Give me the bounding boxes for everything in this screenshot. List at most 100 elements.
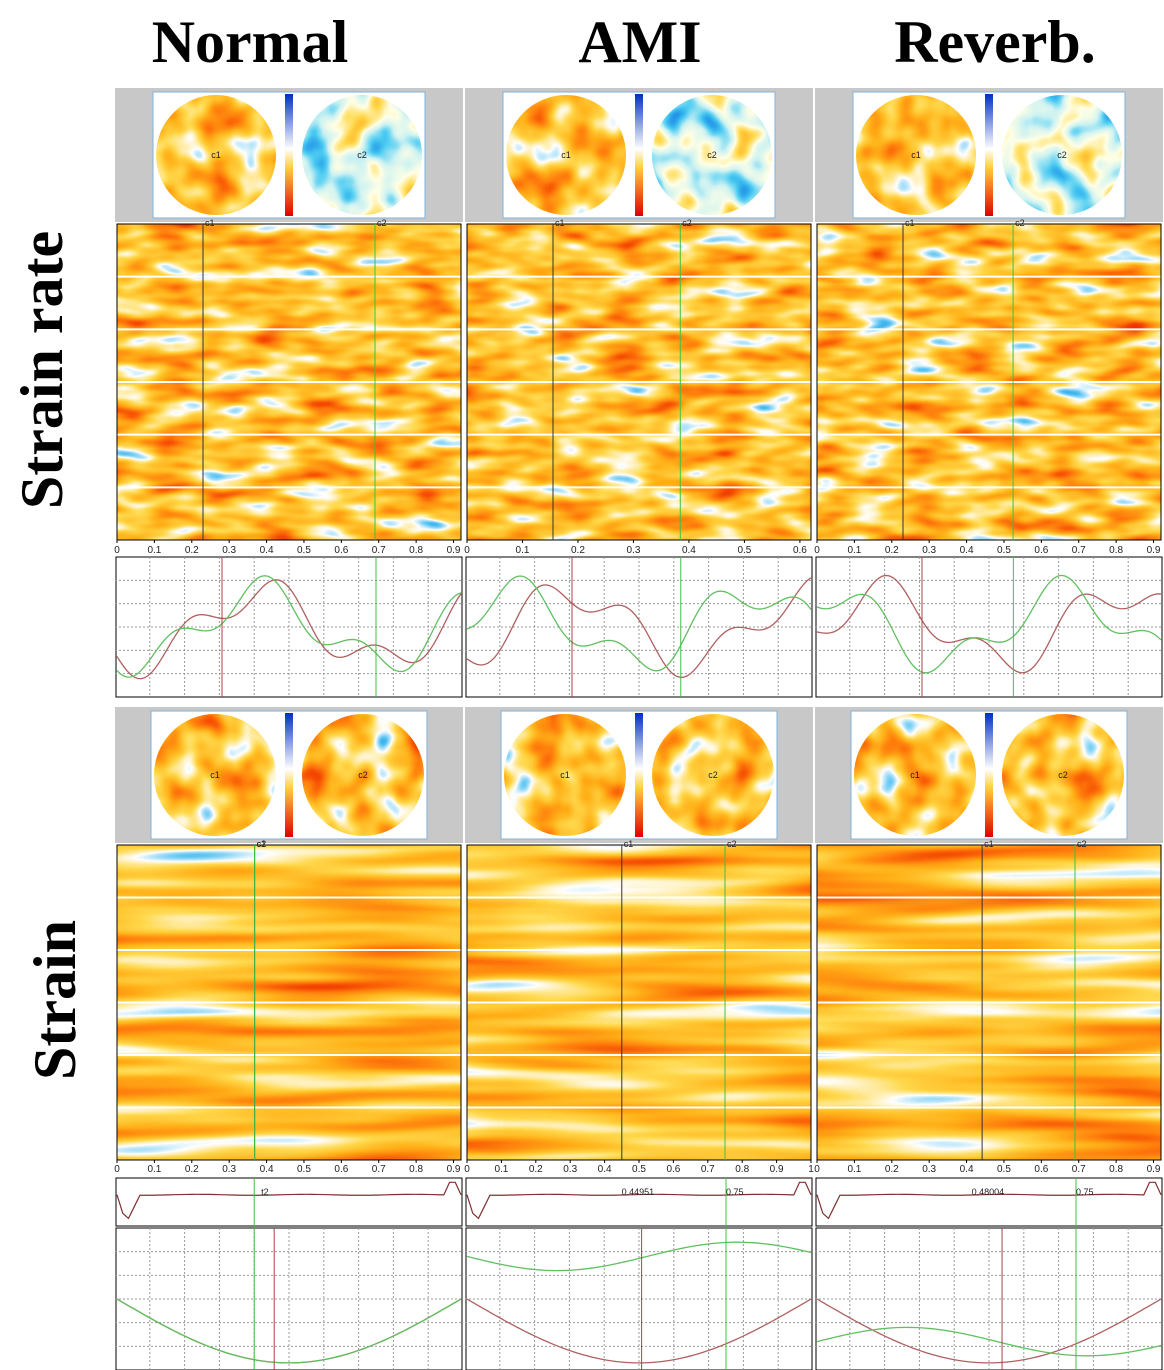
trace-line: [816, 1326, 1162, 1357]
x-tick-label: 0.3: [222, 545, 236, 556]
x-tick-label: 0.5: [737, 545, 751, 556]
x-tick-label: 0.3: [922, 545, 936, 556]
polar-map: [302, 714, 424, 836]
trace-line: [116, 1298, 462, 1364]
polar-map: [854, 714, 976, 836]
x-tick-label: 0.5: [297, 1164, 311, 1175]
mini-trace-frame: [115, 1177, 463, 1227]
x-tick-label: 0.4: [598, 1164, 612, 1175]
colorbar: [635, 713, 643, 837]
row-label: Strain: [22, 920, 88, 1080]
trace-line: [466, 577, 812, 679]
x-tick-label: 0.7: [1072, 545, 1086, 556]
polar-marker-label: c2: [1058, 770, 1068, 780]
heatmap-marker-label: c2: [682, 218, 692, 228]
polar-marker-label: c2: [358, 770, 368, 780]
colorbar: [285, 713, 293, 837]
x-tick-label: 0.8: [735, 1164, 749, 1175]
x-tick-label: 0.3: [222, 1164, 236, 1175]
x-tick-label: 0.1: [494, 1164, 508, 1175]
x-tick-label: 0.9: [447, 1164, 461, 1175]
heatmap-marker-label: c1: [555, 218, 565, 228]
x-tick-label: 0.7: [372, 545, 386, 556]
x-tick-label: 0.2: [185, 545, 199, 556]
x-tick-label: 0.9: [1147, 545, 1161, 556]
x-tick-label: 0.5: [297, 545, 311, 556]
x-tick-label: 0.9: [1147, 1164, 1161, 1175]
polar-marker-label: c1: [561, 150, 571, 160]
x-tick-label: 0.3: [563, 1164, 577, 1175]
x-tick-label: 0.6: [334, 1164, 348, 1175]
x-tick-label: 0.9: [447, 545, 461, 556]
heatmap-marker-label: c1: [624, 839, 634, 849]
trace-line: [816, 1298, 1162, 1364]
x-tick-label: 0: [464, 1164, 470, 1175]
colorbar: [635, 94, 643, 216]
x-tick-label: 0.8: [1109, 545, 1123, 556]
x-tick-label: 0.6: [334, 545, 348, 556]
heatmap-marker-label: c2: [257, 839, 267, 849]
x-tick-label: 0.2: [571, 545, 585, 556]
column-header: Normal: [152, 9, 349, 75]
mini-trace-frame: [465, 1177, 813, 1227]
x-tick-label: 0: [464, 545, 470, 556]
polar-marker-label: c2: [708, 770, 718, 780]
heatmap-marker-label: c2: [1015, 218, 1025, 228]
mini-trace: [816, 1181, 1162, 1220]
x-tick-label: 0.5: [997, 1164, 1011, 1175]
x-tick-label: 0.7: [701, 1164, 715, 1175]
row-label: Strain rate: [9, 231, 75, 509]
polar-map: [1002, 714, 1124, 836]
polar-marker-label: c2: [357, 150, 367, 160]
trace-line: [466, 1241, 812, 1272]
polar-map: [154, 714, 276, 836]
x-tick-label: 0: [114, 1164, 120, 1175]
x-tick-label: 0.2: [529, 1164, 543, 1175]
trace-line: [116, 579, 462, 680]
x-tick-label: 0.5: [632, 1164, 646, 1175]
trace-line: [466, 1298, 812, 1364]
x-tick-label: 0.4: [960, 1164, 974, 1175]
x-tick-label: 0.2: [185, 1164, 199, 1175]
heatmap-frame: [116, 223, 462, 541]
x-tick-label: 0: [114, 545, 120, 556]
x-tick-label: 0.3: [922, 1164, 936, 1175]
x-tick-label: 0.8: [409, 1164, 423, 1175]
polar-marker-label: c1: [211, 150, 221, 160]
polar-marker-label: c1: [910, 770, 920, 780]
x-tick-label: 0.4: [682, 545, 696, 556]
heatmap-frame: [116, 844, 462, 1161]
colorbar: [285, 94, 293, 216]
x-tick-label: 0.2: [885, 545, 899, 556]
column-header: AMI: [578, 9, 701, 75]
x-tick-label: 0: [814, 1164, 820, 1175]
polar-marker-label: c1: [210, 770, 220, 780]
polar-marker-label: c1: [911, 150, 921, 160]
x-tick-label: 0.8: [409, 545, 423, 556]
x-tick-label: 0.1: [147, 545, 161, 556]
trace-value-label: 0.44951: [622, 1187, 655, 1197]
polar-map: [504, 714, 626, 836]
heatmap-marker-label: c2: [1077, 839, 1087, 849]
x-tick-label: 0.5: [997, 545, 1011, 556]
colorbar: [985, 94, 993, 216]
x-tick-label: 0.1: [516, 545, 530, 556]
heatmap-frame: [816, 223, 1162, 541]
trace-value-label: t2: [261, 1187, 269, 1197]
trace-line: [816, 574, 1162, 674]
x-tick-label: 0.1: [847, 545, 861, 556]
x-tick-label: 0.8: [1109, 1164, 1123, 1175]
heatmap-frame: [466, 223, 812, 541]
polar-marker-label: c2: [707, 150, 717, 160]
x-tick-label: 0.6: [666, 1164, 680, 1175]
x-tick-label: 0.1: [147, 1164, 161, 1175]
x-tick-label: 0.3: [626, 545, 640, 556]
colorbar: [985, 713, 993, 837]
x-tick-label: 0.9: [770, 1164, 784, 1175]
heatmap-marker-label: c2: [377, 218, 387, 228]
polar-map: [302, 95, 422, 215]
x-tick-label: 0.4: [260, 545, 274, 556]
trace-value-label: 0.48004: [972, 1187, 1005, 1197]
polar-marker-label: c2: [1057, 150, 1067, 160]
